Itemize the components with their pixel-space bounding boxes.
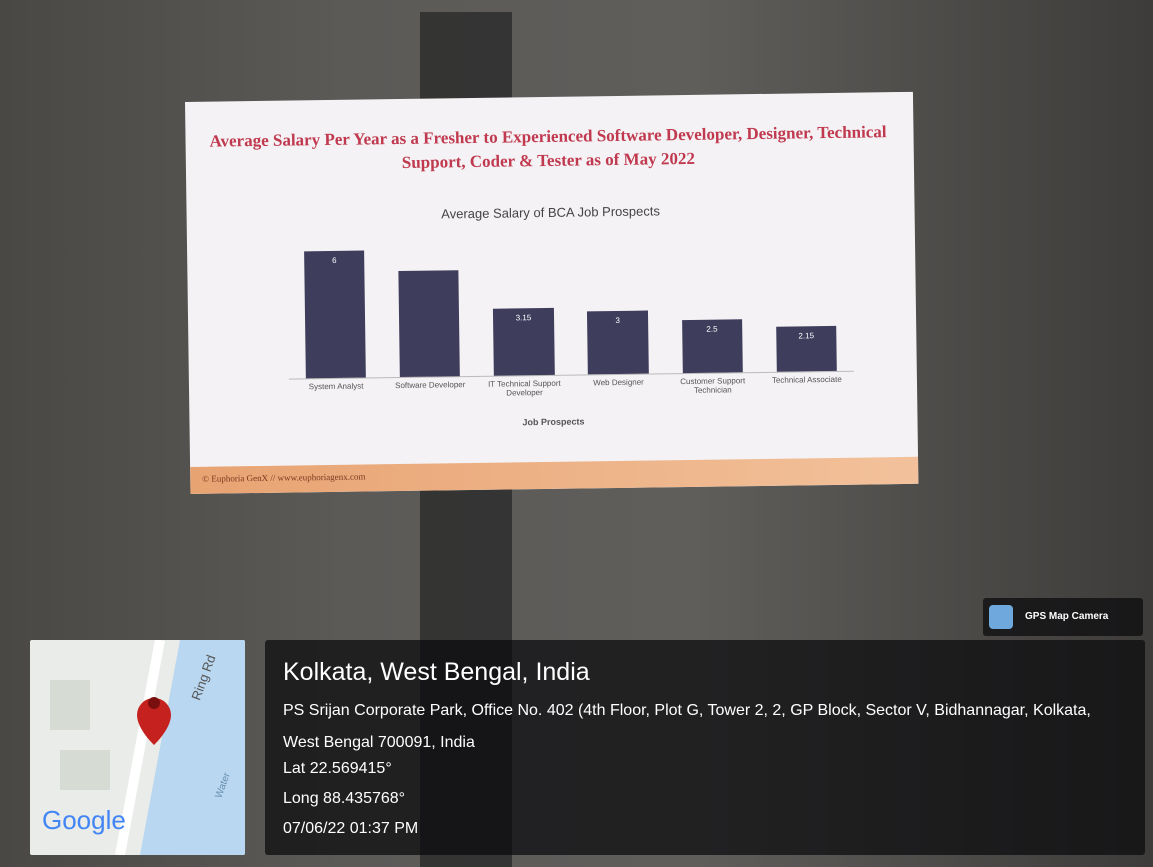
data-label: 2.15: [776, 330, 836, 340]
bar: [304, 251, 366, 379]
pin-dot: [148, 697, 160, 709]
x-tick-label: Customer Support Technician: [675, 376, 751, 395]
x-tick-label: Software Developer: [392, 380, 468, 390]
latitude: Lat 22.569415°: [283, 760, 392, 778]
block: [60, 750, 110, 790]
app-icon: [989, 605, 1013, 629]
x-axis-label: Job Prospects: [189, 412, 917, 432]
data-label: 6: [304, 256, 364, 266]
bar: [398, 270, 460, 377]
projected-slide: Average Salary Per Year as a Fresher to …: [185, 92, 918, 494]
photo: Average Salary Per Year as a Fresher to …: [0, 0, 1153, 867]
longitude: Long 88.435768°: [283, 790, 405, 808]
slide-title: Average Salary Per Year as a Fresher to …: [195, 120, 901, 178]
slide-footer: © Euphoria GenX // www.euphoriagenx.com: [190, 457, 918, 494]
datetime: 07/06/22 01:37 PM: [283, 820, 418, 838]
x-tick-label: IT Technical Support Developer: [486, 379, 562, 398]
data-label: 3: [587, 315, 647, 325]
app-badge: GPS Map Camera: [983, 598, 1143, 636]
data-label: 2.5: [682, 324, 742, 334]
location-card: Kolkata, West Bengal, India PS Srijan Co…: [265, 640, 1145, 855]
chart-title: Average Salary of BCA Job Prospects: [187, 200, 915, 225]
footer-text: © Euphoria GenX // www.euphoriagenx.com: [202, 472, 365, 484]
x-tick-label: System Analyst: [298, 381, 374, 391]
address: PS Srijan Corporate Park, Office No. 402…: [283, 695, 1123, 759]
place: Kolkata, West Bengal, India: [283, 658, 590, 687]
map-thumbnail: Ring Rd Water Google: [30, 640, 245, 855]
data-label: 3.15: [493, 313, 553, 323]
map-brand: Google: [42, 805, 126, 836]
badge-text: GPS Map Camera: [1025, 611, 1108, 622]
x-tick-label: Technical Associate: [769, 375, 845, 385]
x-tick-label: Web Designer: [580, 377, 656, 387]
block: [50, 680, 90, 730]
